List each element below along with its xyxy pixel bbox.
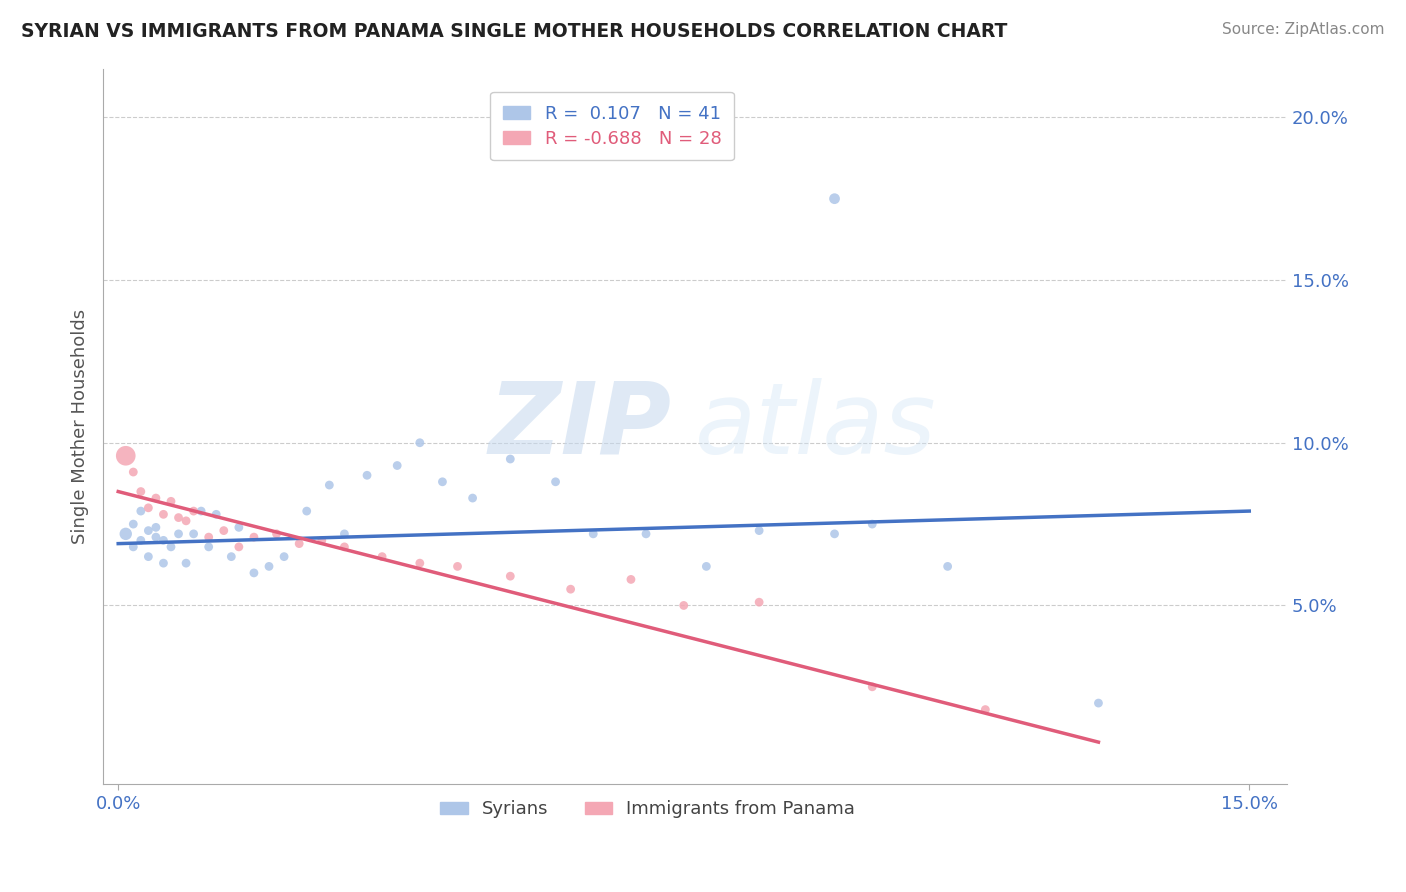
- Point: [695, 559, 717, 574]
- Point: [212, 524, 235, 538]
- Point: [499, 452, 522, 467]
- Point: [129, 484, 152, 499]
- Point: [160, 494, 183, 508]
- Point: [122, 517, 145, 532]
- Text: ZIP: ZIP: [488, 378, 672, 475]
- Point: [228, 540, 250, 554]
- Point: [295, 504, 318, 518]
- Point: [190, 504, 212, 518]
- Point: [197, 540, 219, 554]
- Point: [243, 566, 266, 580]
- Text: atlas: atlas: [695, 378, 936, 475]
- Point: [461, 491, 484, 505]
- Point: [205, 508, 228, 522]
- Point: [446, 559, 468, 574]
- Point: [288, 536, 311, 550]
- Point: [183, 526, 205, 541]
- Point: [356, 468, 378, 483]
- Point: [138, 549, 160, 564]
- Point: [183, 504, 205, 518]
- Point: [114, 449, 136, 463]
- Point: [544, 475, 567, 489]
- Point: [620, 573, 643, 587]
- Point: [221, 549, 243, 564]
- Point: [145, 491, 167, 505]
- Point: [160, 540, 183, 554]
- Point: [167, 526, 190, 541]
- Point: [145, 520, 167, 534]
- Point: [152, 508, 174, 522]
- Point: [129, 533, 152, 548]
- Text: SYRIAN VS IMMIGRANTS FROM PANAMA SINGLE MOTHER HOUSEHOLDS CORRELATION CHART: SYRIAN VS IMMIGRANTS FROM PANAMA SINGLE …: [21, 22, 1008, 41]
- Point: [560, 582, 582, 597]
- Point: [122, 465, 145, 479]
- Point: [273, 549, 295, 564]
- Point: [387, 458, 409, 473]
- Point: [860, 680, 883, 694]
- Point: [114, 526, 136, 541]
- Point: [974, 702, 997, 716]
- Point: [824, 192, 846, 206]
- Point: [318, 478, 340, 492]
- Point: [138, 524, 160, 538]
- Point: [311, 533, 333, 548]
- Point: [499, 569, 522, 583]
- Point: [228, 520, 250, 534]
- Point: [129, 504, 152, 518]
- Point: [634, 526, 657, 541]
- Point: [145, 530, 167, 544]
- Point: [936, 559, 959, 574]
- Point: [860, 517, 883, 532]
- Point: [409, 556, 432, 570]
- Point: [243, 530, 266, 544]
- Point: [152, 556, 174, 570]
- Point: [174, 514, 197, 528]
- Point: [371, 549, 394, 564]
- Y-axis label: Single Mother Households: Single Mother Households: [72, 309, 89, 544]
- Point: [152, 533, 174, 548]
- Point: [138, 500, 160, 515]
- Point: [174, 556, 197, 570]
- Point: [333, 526, 356, 541]
- Point: [266, 526, 288, 541]
- Point: [167, 510, 190, 524]
- Point: [1087, 696, 1109, 710]
- Point: [748, 524, 770, 538]
- Point: [333, 540, 356, 554]
- Point: [409, 435, 432, 450]
- Point: [257, 559, 280, 574]
- Point: [748, 595, 770, 609]
- Legend: Syrians, Immigrants from Panama: Syrians, Immigrants from Panama: [433, 793, 862, 825]
- Point: [824, 526, 846, 541]
- Point: [432, 475, 454, 489]
- Point: [582, 526, 605, 541]
- Point: [672, 599, 695, 613]
- Point: [197, 530, 219, 544]
- Text: Source: ZipAtlas.com: Source: ZipAtlas.com: [1222, 22, 1385, 37]
- Point: [122, 540, 145, 554]
